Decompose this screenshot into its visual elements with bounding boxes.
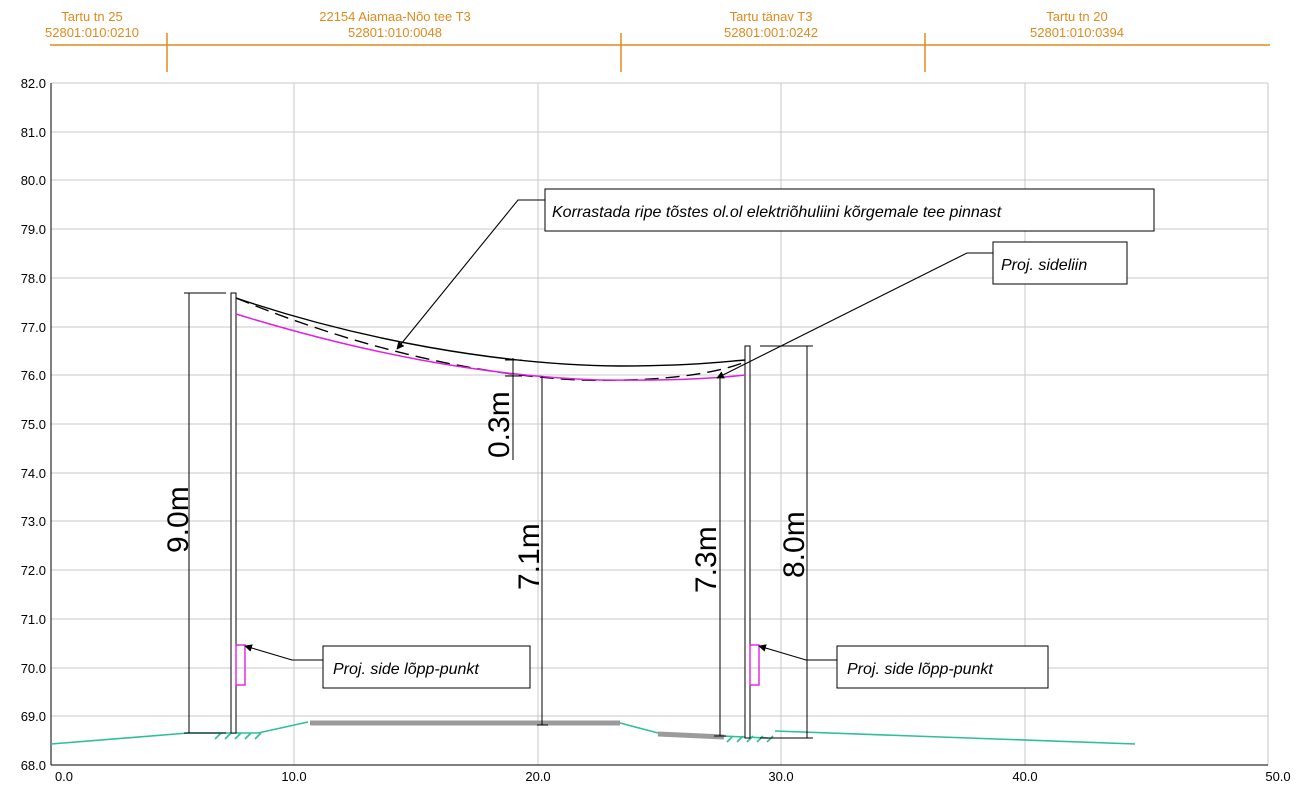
- y-tick-label: 72.0: [21, 563, 46, 578]
- y-tick-label: 79.0: [21, 222, 46, 237]
- x-tick-label: 30.0: [768, 769, 793, 784]
- right-pole: [744, 345, 751, 739]
- raise-sag-leader: [396, 199, 545, 350]
- ground-line-right: [774, 730, 1136, 745]
- x-tick-labels: 0.0 10.0 20.0 30.0 40.0 50.0: [55, 769, 1291, 784]
- x-tick-label: 40.0: [1012, 769, 1037, 784]
- callout-end-point-left: Proj. side lõpp-punkt: [322, 645, 531, 689]
- poles: [230, 292, 751, 739]
- x-tick-label: 0.0: [55, 769, 73, 784]
- right-height-label: 8.0m: [778, 511, 811, 578]
- y-tick-label: 73.0: [21, 514, 46, 529]
- x-tick-label: 20.0: [525, 769, 550, 784]
- parcel-2-code: 52801:010:0048: [348, 25, 442, 40]
- callout-end-point-left-text: Proj. side lõpp-punkt: [333, 661, 479, 678]
- ground-line-left: [50, 721, 309, 745]
- y-tick-label: 69.0: [21, 709, 46, 724]
- y-tick-label: 77.0: [21, 320, 46, 335]
- parcel-1-name: Tartu tn 25: [61, 9, 122, 24]
- callout-end-point-right: Proj. side lõpp-punkt: [836, 645, 1049, 689]
- y-tick-label: 82.0: [21, 76, 46, 91]
- end-point-left-leader: [244, 644, 323, 661]
- overhead-lines: [235, 297, 746, 381]
- callout-end-point-right-text: Proj. side lõpp-punkt: [847, 661, 993, 678]
- road-surfaces: [310, 720, 725, 740]
- proj-cable-leader: [716, 252, 993, 379]
- x-tick-label: 10.0: [281, 769, 306, 784]
- right-clearance-label: 7.3m: [690, 526, 723, 593]
- y-tick-labels: 82.0 81.0 80.0 79.0 78.0 77.0 76.0 75.0 …: [21, 76, 46, 773]
- projected-cable-line: [235, 313, 746, 381]
- end-point-right-leader: [758, 644, 837, 661]
- y-tick-label: 74.0: [21, 466, 46, 481]
- y-tick-label: 68.0: [21, 758, 46, 773]
- y-tick-label: 78.0: [21, 271, 46, 286]
- cable-end-markers: [235, 644, 760, 686]
- existing-line-solid: [235, 297, 746, 367]
- mid-clearance-label: 7.1m: [513, 523, 546, 590]
- existing-line-dashed: [235, 297, 746, 381]
- left-end-marker: [235, 644, 246, 686]
- parcel-4-name: Tartu tn 20: [1046, 9, 1107, 24]
- callout-leaders: [244, 199, 993, 661]
- callout-proj-cable-text: Proj. sideliin: [1001, 257, 1087, 274]
- parcel-3-code: 52801:001:0242: [724, 25, 818, 40]
- road-surface-side: [657, 731, 725, 740]
- dimension-lines: [184, 292, 813, 739]
- left-pole: [230, 292, 237, 734]
- left-height-label: 9.0m: [162, 486, 195, 553]
- ground-hatch-left: [214, 732, 262, 740]
- sag-gap-label: 0.3m: [483, 391, 516, 458]
- parcel-4-code: 52801:010:0394: [1030, 25, 1124, 40]
- parcel-3-name: Tartu tänav T3: [730, 9, 813, 24]
- parcel-2-name: 22154 Aiamaa-Nõo tee T3: [319, 9, 471, 24]
- y-tick-label: 80.0: [21, 173, 46, 188]
- y-tick-label: 70.0: [21, 661, 46, 676]
- x-tick-label: 50.0: [1265, 769, 1290, 784]
- y-tick-label: 71.0: [21, 612, 46, 627]
- y-tick-label: 76.0: [21, 368, 46, 383]
- callout-proj-cable: Proj. sideliin: [992, 241, 1128, 285]
- callout-raise-sag-text: Korrastada ripe tõstes ol.ol elektriõhul…: [552, 204, 1002, 221]
- y-tick-label: 81.0: [21, 125, 46, 140]
- dimension-labels: 9.0m 0.3m 7.1m 7.3m 8.0m: [162, 391, 811, 593]
- right-end-marker: [749, 644, 760, 686]
- axes: [50, 83, 1268, 766]
- callout-raise-sag: Korrastada ripe tõstes ol.ol elektriõhul…: [544, 188, 1155, 232]
- y-tick-label: 75.0: [21, 417, 46, 432]
- ground-hatch-right: [726, 735, 774, 743]
- parcel-header: Tartu tn 25 52801:010:0210 22154 Aiamaa-…: [45, 9, 1270, 72]
- parcel-1-code: 52801:010:0210: [45, 25, 139, 40]
